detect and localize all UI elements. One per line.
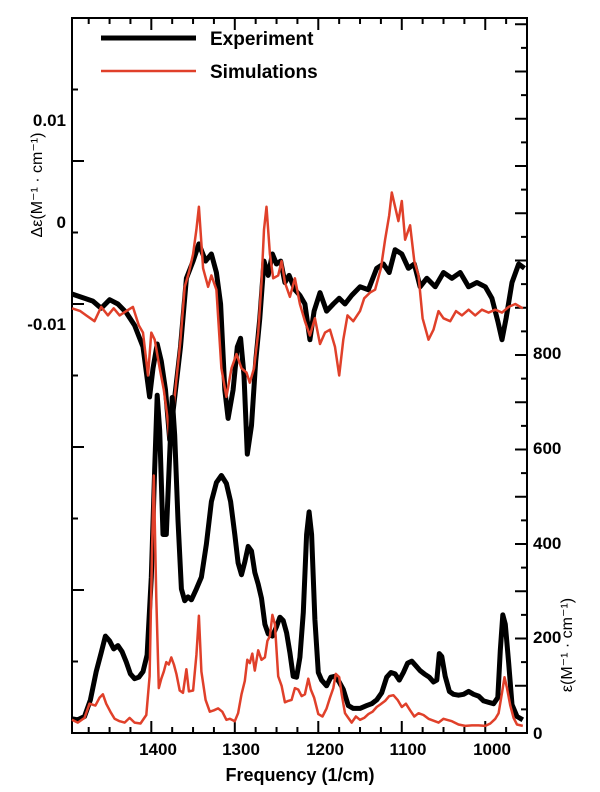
series-experiment-vcd xyxy=(71,241,526,457)
bottom-y-tick-label: 200 xyxy=(533,628,561,647)
x-tick-label: 1100 xyxy=(390,740,427,759)
legend-label-experiment: Experiment xyxy=(210,29,314,50)
series-simulation-ir xyxy=(71,474,524,728)
x-tick-label: 1000 xyxy=(473,740,511,759)
bottom-y-tick-label: 0 xyxy=(533,724,542,743)
x-axis-title: Frequency (1/cm) xyxy=(225,765,374,785)
legend-label-simulations: Simulations xyxy=(210,62,318,83)
x-tick-label: 1300 xyxy=(222,740,260,759)
top-y-axis-title: Δε(M⁻¹ · cm⁻¹) xyxy=(29,133,46,238)
x-tick-label: 1400 xyxy=(139,740,177,759)
bottom-y-tick-label: 600 xyxy=(533,439,561,458)
plot-frame xyxy=(71,17,528,734)
series-experiment-ir xyxy=(71,392,525,723)
series-simulation-vcd xyxy=(71,191,524,446)
top-y-tick-label: 0 xyxy=(57,213,66,232)
bottom-y-tick-label: 800 xyxy=(533,344,561,363)
axis-ticks xyxy=(72,18,528,734)
legend: Experiment Simulations xyxy=(101,29,318,83)
top-y-tick-label: -0.01 xyxy=(27,315,66,334)
x-tick-label: 1200 xyxy=(306,740,344,759)
top-y-tick-label: 0.01 xyxy=(33,111,66,130)
bottom-y-axis-title: ε(M⁻¹ · cm⁻¹) xyxy=(559,598,576,692)
bottom-y-tick-label: 400 xyxy=(533,534,561,553)
